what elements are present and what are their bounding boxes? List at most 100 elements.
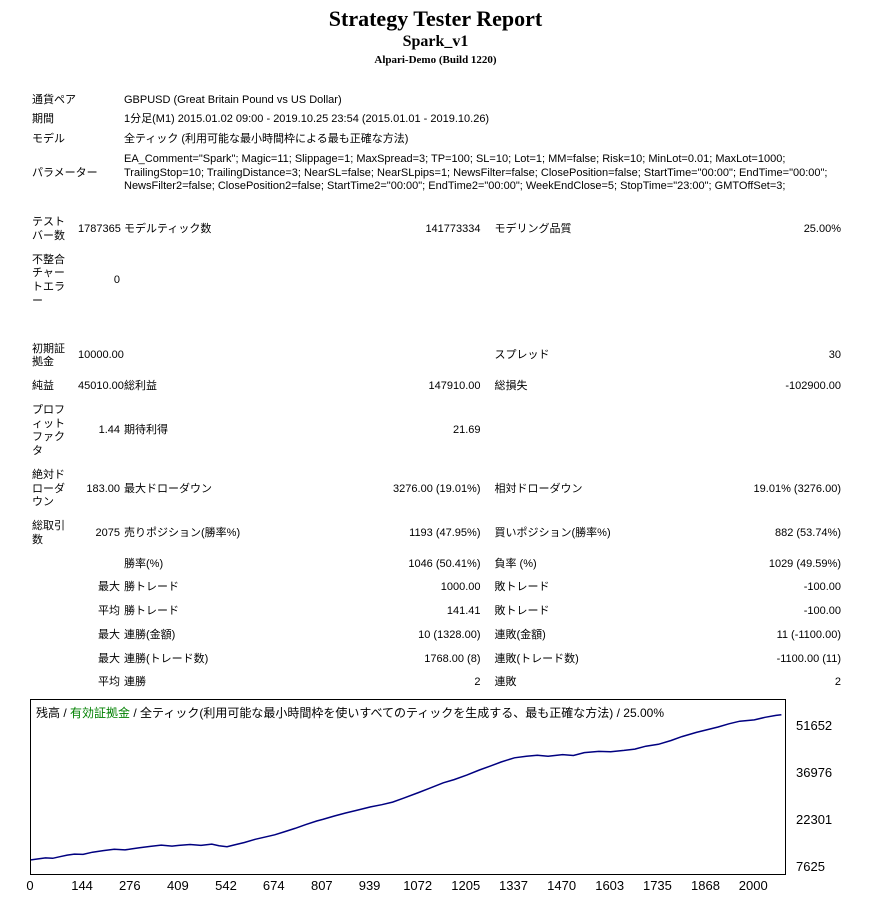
- period-value: 1分足(M1) 2015.01.02 09:00 - 2019.10.25 23…: [124, 113, 490, 126]
- spacer-row: [30, 314, 843, 338]
- stat-value: -1100.00 (11): [776, 652, 841, 665]
- stat-value: 3276.00 (19.01%): [393, 482, 481, 495]
- stat-value: 45010.00: [78, 380, 124, 393]
- stat-label: 平均: [98, 605, 120, 618]
- stat-value: 183.00: [86, 482, 120, 495]
- stat-value: 2075: [95, 526, 120, 539]
- stat-value: 2: [834, 676, 841, 689]
- parameters-label: パラメーター: [32, 166, 98, 179]
- legend-separator: /: [60, 706, 71, 721]
- stat-value: 11 (-1100.00): [776, 628, 841, 641]
- stat-label: 連敗: [494, 676, 517, 689]
- stat-label: 平均: [98, 676, 120, 689]
- stat-label: 期待利得: [124, 424, 168, 437]
- info-row-symbol: 通貨ペア GBPUSD (Great Britain Pound vs US D…: [30, 91, 843, 111]
- ea-name: Spark_v1: [402, 33, 469, 51]
- stat-value: 25.00%: [803, 222, 841, 235]
- stat-value: 21.69: [452, 424, 481, 437]
- stat-label: 最大: [98, 628, 120, 641]
- stat-label: 勝率(%): [124, 557, 164, 570]
- stat-row-average-trade: 平均 勝トレード 141.41 敗トレード -100.00: [30, 600, 843, 624]
- stat-label: テストバー数: [32, 216, 65, 242]
- stat-label: 最大ドローダウン: [124, 482, 212, 495]
- info-row-period: 期間 1分足(M1) 2015.01.02 09:00 - 2019.10.25…: [30, 110, 843, 130]
- stat-label: 連敗(金額): [494, 628, 546, 641]
- stat-value: [302, 249, 482, 314]
- stat-label: [30, 553, 76, 577]
- stat-label: 連敗(トレード数): [494, 652, 579, 665]
- stat-label: 総損失: [494, 380, 528, 393]
- balance-line: [31, 714, 782, 861]
- stat-label: 連勝(金額): [124, 628, 176, 641]
- y-axis-tick-label: 36976: [796, 764, 833, 780]
- y-axis-tick-label: 22301: [796, 811, 833, 827]
- stat-label: [30, 600, 76, 624]
- equity-curve-svg: [31, 714, 782, 861]
- stat-label: 買いポジション(勝率%): [494, 526, 611, 539]
- report-title: Strategy Tester Report: [328, 6, 543, 31]
- x-axis-tick-label: 674: [262, 878, 285, 894]
- stat-row-win-rate: 勝率(%) 1046 (50.41%) 負率 (%) 1029 (49.59%): [30, 553, 843, 577]
- stat-value: 0: [113, 274, 120, 287]
- stat-value: 141773334: [425, 222, 481, 235]
- stat-label: [30, 576, 76, 600]
- stat-label: 敗トレード: [494, 581, 550, 594]
- info-row-model: モデル 全ティック (利用可能な最小時間枠による最も正確な方法): [30, 130, 843, 150]
- equity-chart-section: 残高 / 有効証拠金 / 全ティック(利用可能な最小時間枠を使いすべてのティック…: [26, 699, 871, 895]
- stat-value: 141.41: [446, 605, 481, 618]
- stat-label: [30, 624, 76, 648]
- stat-label: 負率 (%): [494, 557, 537, 570]
- stat-label: 連勝(トレード数): [124, 652, 209, 665]
- stat-value: 882 (53.74%): [774, 526, 841, 539]
- stat-label: [483, 399, 663, 464]
- stat-label: [122, 249, 302, 314]
- stat-value: 19.01% (3276.00): [753, 482, 841, 495]
- stat-value: 1787365: [78, 222, 121, 235]
- stat-value: 1193 (47.95%): [409, 526, 481, 539]
- y-axis-tick-label: 7625: [796, 858, 825, 874]
- stat-label: 総取引数: [32, 520, 65, 546]
- stat-label: 敗トレード: [494, 605, 550, 618]
- stat-label: スプレッド: [494, 349, 550, 362]
- stat-label: 初期証拠金: [32, 342, 65, 369]
- stat-value: 1029 (49.59%): [768, 557, 841, 570]
- period-label: 期間: [32, 113, 54, 126]
- stat-label: プロフィットファクタ: [32, 403, 65, 458]
- symbol-value: GBPUSD (Great Britain Pound vs US Dollar…: [124, 93, 342, 106]
- stat-label: 純益: [32, 380, 54, 393]
- x-axis-tick-label: 542: [215, 878, 237, 894]
- stat-value: [663, 249, 843, 314]
- stat-value: 2: [474, 676, 481, 689]
- stat-label: 勝トレード: [124, 605, 179, 618]
- stat-value: [76, 553, 122, 577]
- stat-value: -100.00: [803, 605, 841, 618]
- x-axis-tick-label: 1337: [499, 878, 528, 894]
- stat-label: [30, 671, 76, 695]
- stat-value: 1.44: [98, 424, 120, 437]
- stat-label: 勝トレード: [124, 581, 179, 594]
- x-axis-tick-label: 144: [71, 878, 93, 894]
- stat-label: [483, 249, 663, 314]
- stat-label: 相対ドローダウン: [494, 482, 583, 495]
- x-axis-tick-label: 1735: [642, 878, 672, 894]
- stat-row-average-consecutive: 平均 連勝 2 連敗 2: [30, 671, 843, 695]
- report-table: 通貨ペア GBPUSD (Great Britain Pound vs US D…: [30, 91, 843, 696]
- x-axis-tick-label: 1072: [403, 878, 433, 894]
- x-axis-tick-label: 1603: [595, 878, 625, 894]
- x-axis-tick-label: 2000: [738, 878, 768, 894]
- legend-equity-label: 有効証拠金: [70, 706, 131, 721]
- stat-value: [302, 338, 482, 376]
- stat-row-mismatch-errors: 不整合チャートエラー 0: [30, 249, 843, 314]
- model-value: 全ティック (利用可能な最小時間枠による最も正確な方法): [124, 133, 409, 146]
- equity-chart: 残高 / 有効証拠金 / 全ティック(利用可能な最小時間枠を使いすべてのティック…: [30, 699, 786, 876]
- stat-row-consecutive-amount: 最大 連勝(金額) 10 (1328.00) 連敗(金額) 11 (-1100.…: [30, 624, 843, 648]
- legend-balance-label: 残高: [36, 706, 61, 721]
- stat-row-largest-trade: 最大 勝トレード 1000.00 敗トレード -100.00: [30, 576, 843, 600]
- x-axis-tick-label: 1205: [451, 878, 481, 894]
- stat-row-bars: テストバー数 1787365 モデルティック数 141773334 モデリング品…: [30, 211, 843, 249]
- x-axis-tick-label: 409: [167, 878, 189, 894]
- x-axis-tick-label: 807: [310, 878, 333, 894]
- stat-label: [122, 338, 302, 376]
- stat-value: 10 (1328.00): [418, 628, 481, 641]
